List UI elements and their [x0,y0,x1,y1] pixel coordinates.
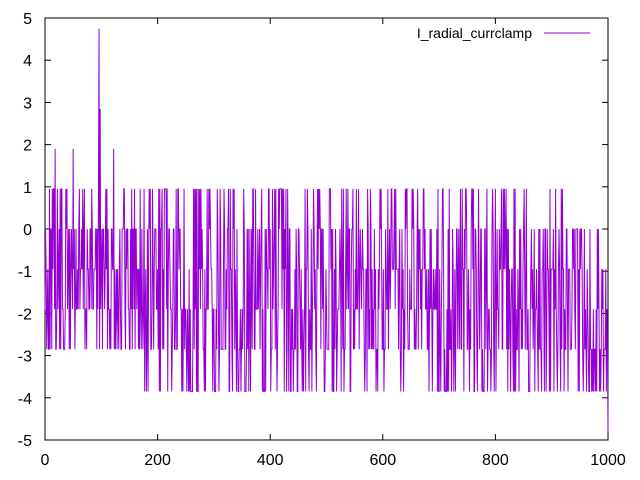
series-layer [44,28,609,432]
y-tick-label: -4 [18,391,32,408]
y-tick-label: -2 [18,306,32,323]
x-tick-label: 800 [482,452,509,469]
x-tick-label: 400 [257,452,284,469]
y-tick-label: 0 [23,222,32,239]
y-tick-label: 4 [23,53,32,70]
y-tick-label: 2 [23,138,32,155]
y-tick-label: 1 [23,180,32,197]
y-tick-label: -5 [18,433,32,450]
legend-label: I_radial_currclamp [417,25,532,41]
x-tick-label: 600 [369,452,396,469]
x-axis-tick-labels: 0 200 400 600 800 1000 [41,452,626,469]
y-tick-label: -3 [18,349,32,366]
x-tick-label: 0 [41,452,50,469]
series-line-i-radial-currclamp [44,28,609,432]
x-tick-label: 1000 [590,452,626,469]
x-tick-label: 200 [144,452,171,469]
y-tick-label: 5 [23,11,32,28]
y-tick-label: 3 [23,95,32,112]
y-axis-tick-labels: -5 -4 -3 -2 -1 0 1 2 3 4 5 [18,11,32,450]
tick-marks [44,17,609,441]
legend: I_radial_currclamp [417,25,590,41]
y-tick-label: -1 [18,264,32,281]
